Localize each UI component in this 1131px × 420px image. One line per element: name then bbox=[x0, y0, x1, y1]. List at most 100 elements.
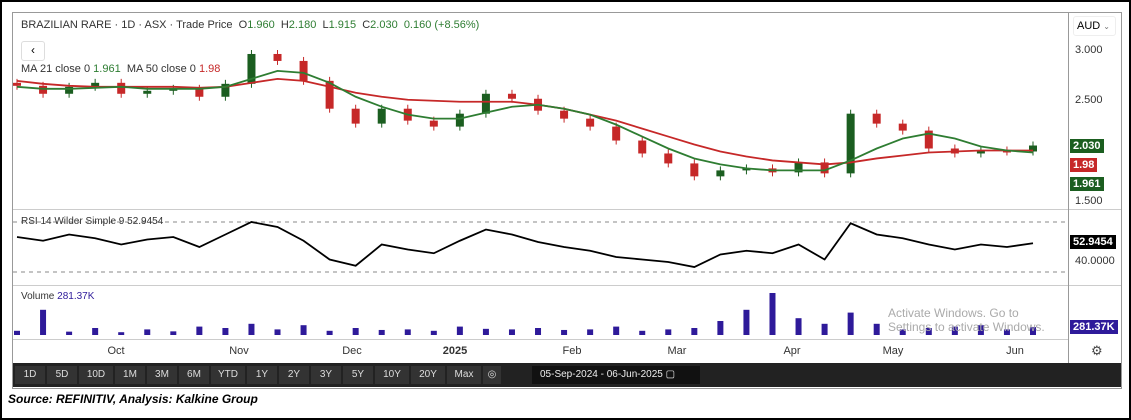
candle-body bbox=[377, 108, 386, 124]
candle-body bbox=[143, 90, 152, 94]
range-settings-icon[interactable]: ◎ bbox=[483, 366, 501, 384]
candle-body bbox=[924, 130, 933, 149]
rsi-tick: 40.0000 bbox=[1075, 255, 1115, 267]
candle-body bbox=[91, 82, 100, 87]
ma21-value: 1.961 bbox=[93, 63, 121, 75]
candle-body bbox=[898, 123, 907, 131]
rsi-line bbox=[16, 221, 1034, 268]
candle-body bbox=[1002, 150, 1011, 153]
range-button-10d[interactable]: 10D bbox=[79, 366, 113, 384]
exchange: ASX bbox=[144, 19, 167, 31]
volume-bar bbox=[144, 329, 151, 335]
volume-bar bbox=[430, 330, 437, 335]
range-toolbar: 05-Sep-2024 - 06-Jun-2025 ▢ 1D 5D 10D 1M 3M 6… bbox=[13, 363, 1121, 387]
volume-bar bbox=[92, 328, 99, 335]
month-label: 2025 bbox=[442, 345, 468, 357]
ma21-line bbox=[16, 69, 1034, 172]
range-button-5y[interactable]: 5Y bbox=[343, 366, 373, 384]
volume-bar bbox=[795, 318, 802, 335]
candle-body bbox=[195, 88, 204, 97]
source-caption: Source: REFINITIV, Analysis: Kalkine Gro… bbox=[8, 392, 258, 406]
currency-select[interactable]: AUD ⌄ bbox=[1073, 16, 1116, 36]
volume-bar bbox=[873, 323, 880, 335]
range-button-ytd[interactable]: YTD bbox=[211, 366, 245, 384]
volume-bar bbox=[508, 329, 515, 335]
volume-bar bbox=[482, 328, 489, 335]
volume-bar bbox=[977, 325, 984, 335]
chevron-left-icon: ‹ bbox=[31, 43, 35, 57]
volume-bar bbox=[248, 323, 255, 335]
price-tick: 1.500 bbox=[1075, 195, 1103, 207]
volume-bar bbox=[925, 328, 932, 335]
range-button-6m[interactable]: 6M bbox=[179, 366, 209, 384]
chevron-down-icon: ⌄ bbox=[1103, 22, 1110, 31]
settings-gear-icon[interactable]: ⚙ bbox=[1091, 343, 1103, 358]
range-button-1m[interactable]: 1M bbox=[115, 366, 145, 384]
panel-divider bbox=[13, 285, 1121, 286]
chart-plot[interactable] bbox=[13, 13, 1068, 339]
low-value: 1.915 bbox=[328, 19, 357, 31]
volume-bar bbox=[14, 330, 20, 335]
ma50-tag: 1.98 bbox=[1070, 158, 1098, 172]
month-label: Mar bbox=[667, 345, 687, 357]
rsi-tag: 52.9454 bbox=[1070, 235, 1116, 249]
price-type: Trade Price bbox=[176, 19, 233, 31]
month-label: May bbox=[882, 345, 904, 357]
candle-body bbox=[481, 93, 490, 114]
candle-body bbox=[325, 80, 334, 109]
range-button-3y[interactable]: 3Y bbox=[311, 366, 341, 384]
volume-bar bbox=[587, 329, 594, 335]
range-button-1d[interactable]: 1D bbox=[15, 366, 45, 384]
range-button-5d[interactable]: 5D bbox=[47, 366, 77, 384]
candle-body bbox=[221, 83, 230, 97]
range-button-10y[interactable]: 10Y bbox=[375, 366, 409, 384]
change-value: 0.160 (+8.56%) bbox=[403, 19, 480, 31]
calendar-icon: ▢ bbox=[665, 369, 676, 380]
volume-bar bbox=[326, 330, 333, 335]
candle-body bbox=[976, 150, 985, 154]
watermark: Activate Windows. Go to Settings to acti… bbox=[888, 306, 1045, 334]
volume-bar bbox=[378, 329, 385, 335]
ma21-label: MA 21 close 0 bbox=[21, 63, 91, 75]
last-price-tag: 2.030 bbox=[1070, 139, 1104, 153]
volume-bar bbox=[743, 309, 750, 335]
month-label: Nov bbox=[229, 345, 249, 357]
ma50-line bbox=[16, 77, 1033, 166]
candle-body bbox=[117, 82, 126, 94]
price-tick: 2.500 bbox=[1075, 94, 1103, 106]
volume-bar bbox=[222, 328, 229, 335]
range-button-max[interactable]: Max bbox=[447, 366, 481, 384]
volume-bar bbox=[691, 328, 698, 335]
candle-body bbox=[273, 53, 282, 61]
candle-body bbox=[507, 93, 516, 99]
ma-legend: MA 21 close 0 1.961 MA 50 close 0 1.98 bbox=[21, 63, 220, 75]
date-range-picker[interactable]: 05-Sep-2024 - 06-Jun-2025 ▢ bbox=[532, 366, 700, 384]
collapse-legend-button[interactable]: ‹ bbox=[21, 41, 45, 61]
open-value: 1.960 bbox=[247, 19, 275, 31]
chart-header: BRAZILIAN RARE · 1D · ASX · Trade Price … bbox=[21, 19, 480, 31]
range-button-3m[interactable]: 3M bbox=[147, 366, 177, 384]
range-button-2y[interactable]: 2Y bbox=[279, 366, 309, 384]
candle-body bbox=[664, 153, 673, 164]
candle-body bbox=[794, 162, 803, 173]
candle-body bbox=[39, 85, 48, 94]
month-label: Oct bbox=[107, 345, 125, 357]
symbol-name: BRAZILIAN RARE bbox=[21, 19, 112, 31]
candle-body bbox=[247, 53, 256, 84]
candle-body bbox=[169, 88, 178, 91]
range-button-1y[interactable]: 1Y bbox=[247, 366, 277, 384]
volume-bar bbox=[561, 329, 568, 335]
candle-body bbox=[560, 110, 569, 119]
volume-bar bbox=[1030, 327, 1036, 335]
volume-bar bbox=[196, 326, 203, 335]
month-label: Feb bbox=[562, 345, 582, 357]
volume-bar bbox=[352, 328, 359, 335]
month-label: Apr bbox=[783, 345, 801, 357]
candle-body bbox=[846, 113, 855, 174]
candle-body bbox=[612, 126, 621, 141]
volume-bar bbox=[535, 328, 542, 335]
ma21-tag: 1.961 bbox=[1070, 177, 1104, 191]
candle-body bbox=[872, 113, 881, 124]
date-axis: Oct Nov Dec 2025 Feb Mar Apr May Jun bbox=[13, 339, 1068, 364]
range-button-20y[interactable]: 20Y bbox=[411, 366, 445, 384]
